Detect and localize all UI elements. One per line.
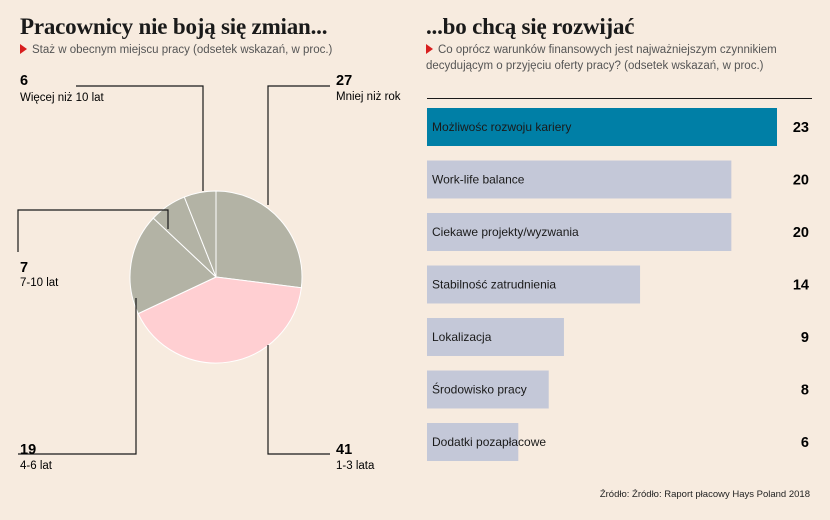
leader-line-4-6-lat — [18, 298, 137, 455]
leader-line-wiecej-niz-10-lat — [76, 85, 204, 191]
pie-slice-1-3-lata — [137, 276, 302, 364]
source-note: Źródło: Źródło: Raport płacowy Hays Pola… — [599, 489, 810, 500]
triangle-bullet-icon — [426, 44, 433, 54]
bar-ciekawe-projekty-wyzwania — [427, 213, 732, 251]
pie-slice-wiecej-niz-10-lat — [183, 190, 217, 278]
bar-chart-subtitle-line1: Co oprócz warunków finansowych jest najw… — [438, 44, 777, 56]
bar-chart-title: ...bo chcą się rozwijać — [426, 14, 635, 39]
pie-value-wiecej-niz-10-lat: 6 — [20, 73, 28, 89]
leader-line-1-3-lata — [267, 345, 330, 455]
triangle-bullet-icon — [20, 44, 27, 54]
bar-label-mozliwosc-rozwoju-kariery: Możliwośc rozwoju kariery — [432, 120, 571, 134]
pie-value-mniej-niz-rok: 27 — [336, 73, 352, 89]
bar-lokalizacja — [427, 318, 564, 356]
bar-value-stabilnosc-zatrudnienia: 14 — [793, 278, 809, 294]
bar-label-ciekawe-projekty-wyzwania: Ciekawe projekty/wyzwania — [432, 225, 579, 239]
bar-value-lokalizacja: 9 — [801, 330, 809, 346]
pie-chart-title: Pracownicy nie boją się zmian... — [20, 14, 328, 39]
pie-value-1-3-lata: 41 — [336, 442, 352, 458]
bar-label-srodowisko-pracy: Środowisko pracy — [432, 382, 527, 397]
pie-chart-subtitle-text: Staż w obecnym miejscu pracy (odsetek ws… — [32, 44, 333, 56]
pie-label-7-10-lat: 7-10 lat — [20, 277, 59, 289]
bar-dodatki-pozaplacowe — [427, 423, 519, 461]
pie-label-1-3-lata: 1-3 lata — [336, 460, 375, 472]
leader-line-mniej-niz-rok — [267, 85, 330, 205]
bar-chart-subtitle-line2: decydującym o przyjęciu oferty pracy? (o… — [426, 60, 764, 72]
bar-srodowisko-pracy — [427, 370, 549, 409]
pie-slice-mniej-niz-rok — [215, 190, 303, 289]
bar-label-work-life-balance: Work-life balance — [432, 173, 525, 187]
bar-label-stabilnosc-zatrudnienia: Stabilność zatrudnienia — [432, 278, 556, 292]
leader-line-7-10-lat — [17, 209, 169, 252]
bar-value-mozliwosc-rozwoju-kariery: 23 — [793, 120, 809, 136]
pie-label-4-6-lat: 4-6 lat — [20, 460, 53, 472]
pie-value-4-6-lat: 19 — [20, 442, 36, 458]
bar-value-srodowisko-pracy: 8 — [801, 383, 809, 399]
pie-value-7-10-lat: 7 — [20, 260, 28, 276]
bar-chart-subtitle: Co oprócz warunków finansowych jest najw… — [426, 42, 777, 74]
bar-value-dodatki-pozaplacowe: 6 — [801, 435, 809, 451]
pie-chart: 27 Mniej niż rok 41 1-3 lata 19 4-6 lat 77-10 … — [17, 73, 401, 472]
pie-slice-4-6-lat — [129, 217, 217, 315]
bar-mozliwosc-rozwoju-kariery — [427, 108, 777, 146]
bar-value-ciekawe-projekty-wyzwania: 20 — [793, 225, 809, 241]
bar-label-lokalizacja: Lokalizacja — [432, 330, 492, 344]
pie-label-mniej-niz-rok: Mniej niż rok — [336, 91, 401, 103]
bar-label-dodatki-pozaplacowe: Dodatki pozapłacowe — [432, 435, 546, 449]
bar-value-work-life-balance: 20 — [793, 173, 809, 189]
bar-stabilnosc-zatrudnienia — [427, 265, 641, 304]
bar-work-life-balance — [427, 160, 732, 199]
pie-label-wiecej-niz-10-lat: Więcej niż 10 lat — [20, 92, 105, 104]
pie-chart-subtitle: Staż w obecnym miejscu pracy (odsetek ws… — [20, 42, 332, 58]
